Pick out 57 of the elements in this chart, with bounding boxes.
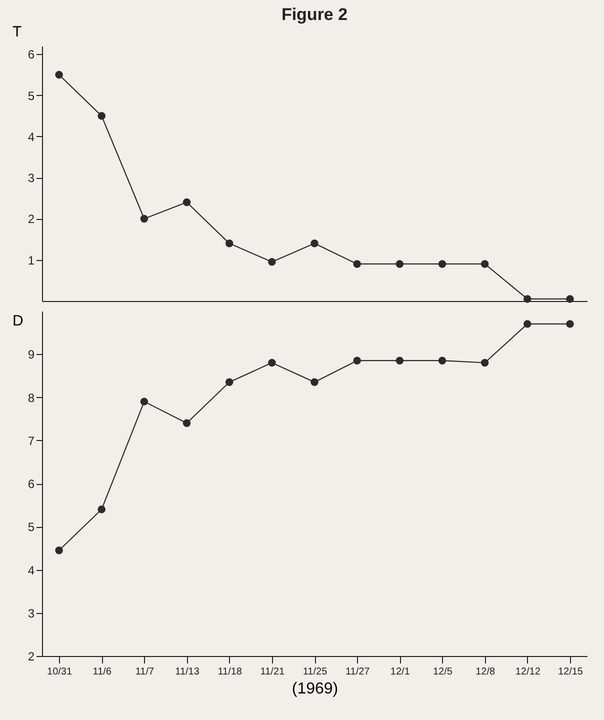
point	[396, 260, 404, 268]
x-tick-label: 11/18	[218, 666, 242, 678]
point	[98, 506, 106, 514]
point	[140, 398, 148, 406]
point	[182, 198, 191, 206]
point	[225, 240, 234, 248]
y-tick-label: 3	[28, 171, 35, 186]
x-tick-label: 11/27	[345, 666, 370, 678]
point	[140, 214, 148, 223]
point	[480, 358, 489, 367]
y-tick-label: 7	[28, 434, 35, 448]
point	[353, 260, 361, 268]
point	[566, 320, 574, 328]
point	[98, 112, 106, 120]
y-axis-title: D	[12, 312, 24, 330]
point	[268, 358, 276, 367]
x-tick-label: 11/13	[175, 666, 200, 678]
point	[438, 356, 446, 364]
x-tick-label: 11/7	[135, 666, 154, 678]
y-axis-title: T	[12, 24, 22, 40]
point	[55, 70, 63, 79]
point	[524, 295, 532, 303]
x-axis-title: (1969)	[292, 680, 338, 698]
y-tick-label: 4	[28, 130, 35, 144]
x-tick-label: 11/6	[92, 666, 112, 678]
y-tick-label: 2	[28, 212, 35, 226]
point	[182, 419, 191, 427]
x-tick-label: 12/1	[390, 666, 410, 678]
y-tick-label: 8	[28, 390, 35, 405]
point	[566, 295, 574, 303]
x-tick-label: 12/8	[476, 666, 496, 678]
y-tick-label: 5	[28, 88, 35, 103]
x-tick-label: 12/5	[433, 666, 453, 678]
y-tick-label: 9	[28, 348, 35, 362]
point	[438, 260, 446, 268]
point	[310, 378, 318, 386]
point	[310, 240, 318, 248]
y-tick-label: 5	[28, 520, 35, 534]
y-tick-label: 3	[28, 606, 35, 620]
x-tick-label: 10/31	[47, 666, 72, 678]
x-tick-label: 11/21	[260, 666, 285, 678]
point	[396, 356, 404, 364]
point	[480, 260, 489, 268]
chart-title: Figure 2	[281, 5, 348, 24]
point	[524, 320, 532, 328]
y-tick-label: 6	[28, 477, 35, 491]
y-tick-label: 6	[28, 48, 35, 62]
y-tick-label: 1	[28, 253, 35, 268]
y-tick-label: 2	[28, 650, 35, 664]
y-tick-label: 4	[28, 563, 35, 578]
point	[225, 378, 234, 386]
x-tick-label: 11/25	[302, 666, 328, 678]
point	[55, 546, 63, 554]
point	[353, 356, 361, 364]
x-tick-label: 12/15	[558, 666, 584, 678]
point	[268, 258, 276, 266]
x-tick-label: 12/12	[515, 666, 541, 678]
